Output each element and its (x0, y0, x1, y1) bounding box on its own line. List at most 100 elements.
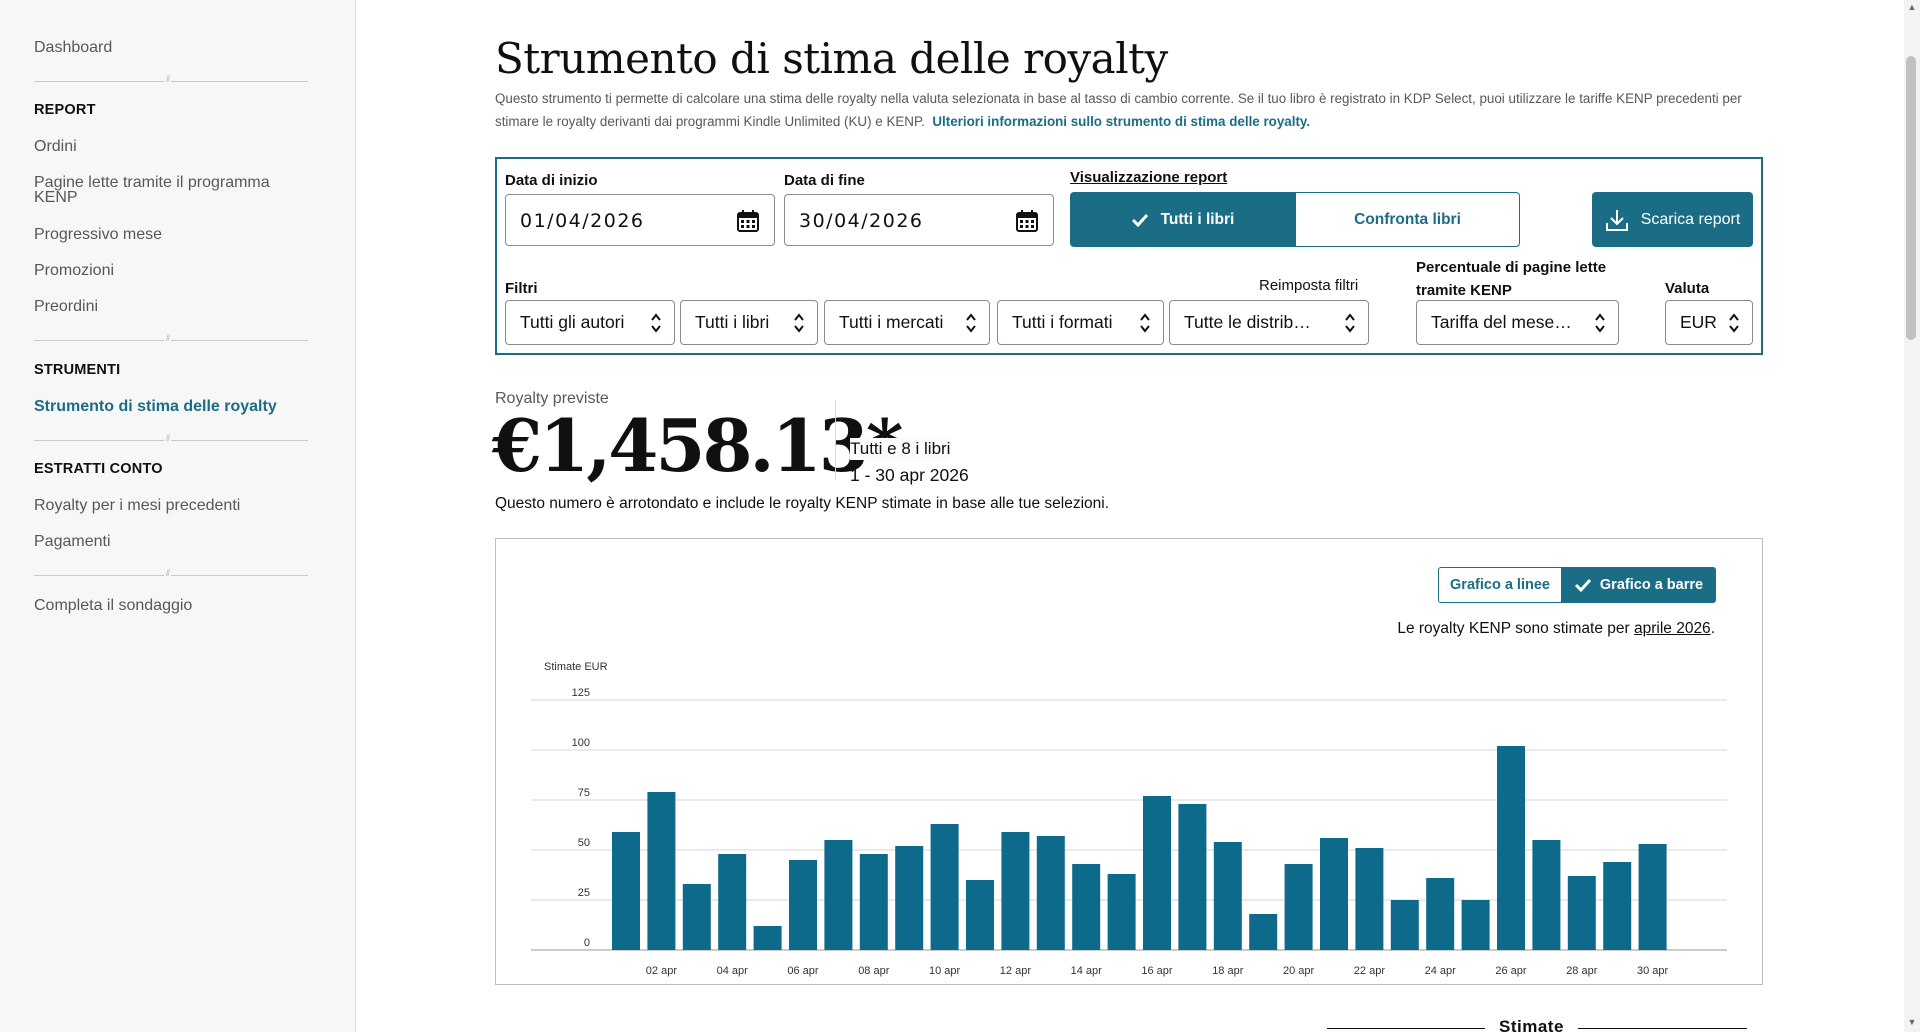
page-title: Strumento di stima delle royalty (495, 34, 1168, 83)
royalty-date-range: 1 - 30 apr 2026 (850, 465, 969, 485)
download-report-label: Scarica report (1640, 210, 1741, 228)
sidebar-item-royalty-estimator[interactable]: Strumento di stima delle royalty (34, 398, 277, 415)
bar-17-apr[interactable] (1178, 804, 1207, 950)
sort-chevron-icon (965, 312, 977, 339)
bar-20-apr[interactable] (1284, 864, 1313, 950)
bar-03-apr[interactable] (682, 884, 711, 950)
bar-11-apr[interactable] (966, 880, 994, 950)
sort-chevron-icon (1344, 312, 1356, 339)
royalty-scope: Tutti e 8 i libri (850, 438, 951, 460)
bar-22-apr[interactable] (1355, 848, 1384, 950)
calendar-icon[interactable] (736, 209, 760, 238)
currency-label: Valuta (1665, 280, 1710, 297)
sidebar-heading-strumenti: STRUMENTI (34, 362, 121, 378)
currency-select[interactable]: EUR (1665, 300, 1753, 345)
compare-books-button[interactable]: Confronta libri (1295, 192, 1520, 247)
y-tick-label: 75 (578, 787, 590, 799)
kenp-rate-select[interactable]: Tariffa del mese… (1416, 300, 1619, 345)
sort-chevron-icon (1594, 312, 1606, 339)
bar-28-apr[interactable] (1567, 876, 1596, 950)
download-report-button[interactable]: Scarica report (1592, 192, 1753, 247)
download-icon (1605, 209, 1628, 231)
bar-04-apr[interactable] (718, 854, 747, 950)
sidebar-heading-report: REPORT (34, 102, 96, 118)
sidebar-item-kenp[interactable]: Pagine lette tramite il programma KENP (34, 174, 270, 206)
bar-30-apr[interactable] (1638, 844, 1667, 950)
bar-14-apr[interactable] (1072, 864, 1101, 950)
description-link[interactable]: Ulteriori informazioni sullo strumento d… (932, 114, 1311, 129)
bar-24-apr[interactable] (1426, 878, 1455, 950)
authors-select-value: Tutti gli autori (520, 312, 625, 332)
bar-08-apr[interactable] (859, 854, 888, 950)
x-tick-label: 02 apr (646, 965, 678, 977)
bar-21-apr[interactable] (1320, 838, 1348, 950)
line-chart-toggle[interactable]: Grafico a linee (1438, 567, 1562, 603)
sidebar: Dashboard REPORT Ordini Pagine lette tra… (0, 0, 356, 1032)
bar-29-apr[interactable] (1603, 862, 1632, 950)
sort-chevron-icon (650, 312, 662, 339)
bar-26-apr[interactable] (1497, 746, 1525, 950)
bar-07-apr[interactable] (824, 840, 853, 950)
bar-01-apr[interactable] (612, 832, 640, 950)
books-select-value: Tutti i libri (695, 312, 770, 332)
y-tick-label: 100 (572, 737, 590, 749)
bar-02-apr[interactable] (647, 792, 676, 950)
bar-chart-toggle[interactable]: Grafico a barre (1561, 567, 1716, 603)
sidebar-item-pagamenti[interactable]: Pagamenti (34, 533, 111, 550)
sort-chevron-icon (793, 312, 805, 339)
sidebar-heading-estratti: ESTRATTI CONTO (34, 461, 163, 477)
books-select[interactable]: Tutti i libri (680, 300, 818, 345)
sidebar-item-ordini[interactable]: Ordini (34, 138, 77, 155)
bar-09-apr[interactable] (895, 846, 924, 950)
x-tick-label: 24 apr (1425, 965, 1457, 977)
scroll-up-arrow-icon[interactable]: ▲ (1907, 2, 1917, 12)
view-all-books-button[interactable]: Tutti i libri (1070, 192, 1295, 247)
bar-18-apr[interactable] (1213, 842, 1242, 950)
x-tick-label: 10 apr (929, 965, 961, 977)
distribution-select[interactable]: Tutte le distrib… (1169, 300, 1369, 345)
start-date-label: Data di inizio (505, 172, 598, 189)
royalty-label: Royalty previste (495, 390, 609, 407)
bar-19-apr[interactable] (1249, 914, 1278, 950)
bar-15-apr[interactable] (1107, 874, 1136, 950)
formats-select-value: Tutti i formati (1012, 312, 1113, 332)
authors-select[interactable]: Tutti gli autori (505, 300, 675, 345)
bar-25-apr[interactable] (1461, 900, 1490, 950)
filters-label: Filtri (505, 280, 538, 297)
sidebar-divider (34, 74, 308, 84)
sidebar-item-preordini[interactable]: Preordini (34, 298, 99, 315)
bar-16-apr[interactable] (1143, 796, 1171, 950)
sidebar-divider (34, 433, 308, 443)
kenp-note-suffix: . (1710, 620, 1715, 637)
bar-13-apr[interactable] (1036, 836, 1065, 950)
page-description: Questo strumento ti permette di calcolar… (495, 87, 1755, 133)
end-date-field[interactable]: 30/04/2026 (784, 194, 1054, 246)
bar-12-apr[interactable] (1001, 832, 1030, 950)
calendar-icon[interactable] (1015, 209, 1039, 238)
y-tick-label: 25 (578, 887, 590, 899)
bar-06-apr[interactable] (789, 860, 817, 950)
formats-select[interactable]: Tutti i formati (997, 300, 1164, 345)
sidebar-item-royalty-precedenti[interactable]: Royalty per i mesi precedenti (34, 497, 241, 514)
start-date-field[interactable]: 01/04/2026 (505, 194, 775, 246)
x-tick-label: 22 apr (1354, 965, 1386, 977)
bar-27-apr[interactable] (1532, 840, 1561, 950)
x-tick-label: 20 apr (1283, 965, 1315, 977)
kenp-note-month-link[interactable]: aprile 2026 (1633, 620, 1711, 637)
sort-chevron-icon (1139, 312, 1151, 339)
bar-10-apr[interactable] (930, 824, 959, 950)
end-date-label: Data di fine (784, 172, 865, 189)
sidebar-item-dashboard[interactable]: Dashboard (34, 39, 113, 56)
estimates-heading: Stimate (1485, 1017, 1578, 1032)
royalty-amount: €1,458.13* (492, 403, 903, 488)
reset-filters-link[interactable]: Reimposta filtri (1259, 277, 1359, 294)
sidebar-item-progressivo[interactable]: Progressivo mese (34, 226, 163, 243)
bar-23-apr[interactable] (1390, 900, 1419, 950)
bar-05-apr[interactable] (753, 926, 782, 950)
x-tick-label: 08 apr (858, 965, 890, 977)
sidebar-item-sondaggio[interactable]: Completa il sondaggio (34, 597, 193, 614)
sidebar-item-promozioni[interactable]: Promozioni (34, 262, 115, 279)
scroll-down-arrow-icon[interactable]: ▼ (1907, 1017, 1917, 1027)
markets-select[interactable]: Tutti i mercati (824, 300, 990, 345)
scrollbar-thumb[interactable] (1906, 56, 1916, 340)
